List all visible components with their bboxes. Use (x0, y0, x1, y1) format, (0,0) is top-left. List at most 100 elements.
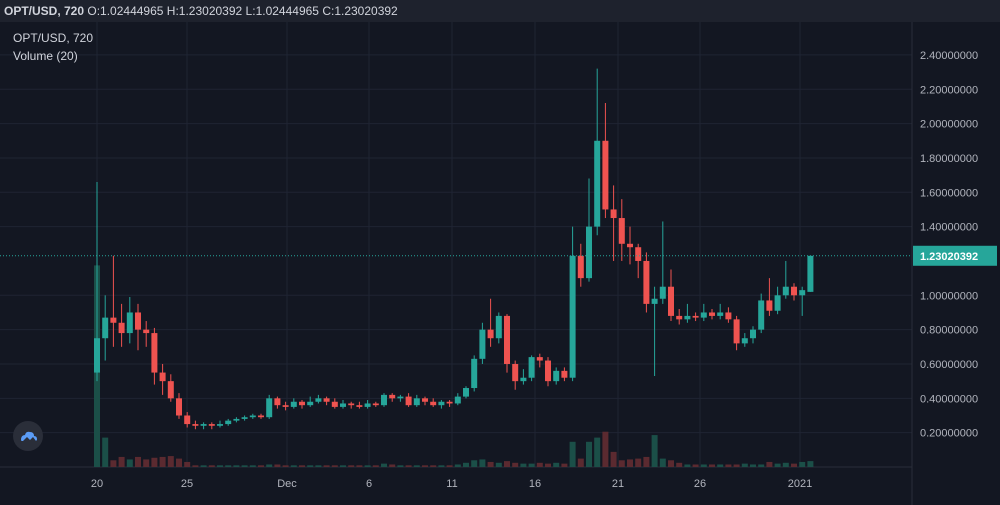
volume-bar (618, 460, 625, 467)
open-label: O: (87, 4, 101, 18)
candle-body (495, 315, 502, 339)
low-label: L: (245, 4, 256, 18)
candle-body (266, 398, 273, 418)
volume-bar (110, 460, 117, 467)
x-tick-label: 11 (446, 478, 457, 490)
volume-bar (438, 465, 445, 467)
y-tick-label: 0.60000000 (920, 359, 978, 371)
volume-bar (315, 465, 322, 467)
candle-body (282, 405, 289, 407)
candle-body (430, 401, 437, 406)
y-tick-label: 1.60000000 (920, 187, 978, 199)
candle-body (217, 424, 223, 426)
volume-bar (512, 462, 519, 467)
candle-body (405, 396, 412, 406)
volume-bar (176, 458, 182, 467)
x-tick-label: Dec (277, 478, 297, 490)
volume-bar (331, 465, 338, 467)
y-tick-label: 2.00000000 (920, 119, 978, 131)
low-value: 1.02444965 (255, 4, 319, 18)
candle-body (307, 401, 314, 406)
volume-bar (725, 464, 732, 467)
volume-bar (586, 441, 592, 467)
volume-bar (692, 464, 699, 467)
volume-bar (249, 465, 256, 467)
volume-bar (733, 464, 740, 467)
volume-bar (356, 465, 363, 467)
volume-bar (274, 464, 281, 467)
volume-bar (151, 457, 158, 467)
candle-body (151, 333, 158, 373)
candle-body (454, 396, 461, 404)
y-tick-label: 0.80000000 (920, 325, 978, 337)
volume-bar (299, 465, 305, 467)
x-tick-label: 25 (181, 478, 193, 490)
candle-body (446, 401, 453, 404)
candle-body (463, 388, 469, 397)
volume-bar (208, 465, 215, 467)
y-tick-label: 1.40000000 (920, 222, 978, 234)
volume-bar (561, 463, 568, 467)
volume-bar (282, 465, 289, 467)
volume-bar (290, 465, 297, 467)
candle-body (159, 372, 166, 382)
candle-body (422, 398, 428, 402)
x-tick-label: 26 (694, 478, 706, 490)
candle-body (700, 312, 707, 318)
volume-bar (668, 460, 674, 467)
candle-body (635, 247, 642, 261)
candle-body (750, 329, 756, 339)
volume-bar (635, 458, 642, 467)
x-tick-label: 16 (529, 478, 541, 490)
candle-body (208, 424, 215, 426)
candle-body (438, 401, 445, 406)
volume-bar (807, 461, 814, 467)
cloud-logo-icon[interactable] (13, 421, 43, 451)
volume-bar (372, 465, 379, 467)
candle-body (553, 370, 560, 382)
volume-bar (307, 465, 314, 467)
candle-body (487, 329, 494, 339)
volume-bar (364, 465, 371, 467)
candle-body (258, 415, 264, 418)
y-tick-label: 1.80000000 (920, 153, 978, 165)
volume-bar (520, 463, 527, 467)
last-price-label: 1.23020392 (920, 251, 978, 263)
volume-bar (774, 463, 781, 467)
volume-bar (627, 459, 633, 467)
volume-bar (143, 459, 150, 467)
volume-bar (192, 465, 199, 467)
volume-bar (159, 456, 166, 467)
x-tick-label: 6 (366, 478, 372, 490)
volume-bar (553, 462, 560, 467)
volume-bar (266, 464, 273, 467)
volume-bar (569, 441, 576, 467)
x-tick-label: 20 (91, 478, 103, 490)
volume-bar (651, 435, 658, 467)
candle-body (692, 315, 699, 318)
volume-bar (167, 456, 174, 467)
high-value: 1.23020392 (178, 4, 243, 18)
volume-bar (602, 431, 609, 467)
candle-body (627, 243, 633, 248)
candle-body (758, 300, 765, 330)
volume-bar (348, 465, 355, 467)
volume-bar (528, 463, 535, 467)
volume-bar (217, 465, 223, 467)
last-price-tag (913, 245, 997, 266)
ohlc-header: OPT/USD, 720 O:1.02444965 H:1.23020392 L… (0, 0, 1000, 22)
volume-bar (258, 465, 264, 467)
candle-body (668, 286, 674, 316)
volume-bar (782, 462, 789, 467)
candle-body (290, 401, 297, 407)
volume-bar (397, 465, 404, 467)
candle-body (249, 415, 256, 418)
candle-body (323, 398, 330, 402)
candle-body (569, 255, 576, 378)
volume-bar (241, 465, 248, 467)
volume-bar (684, 464, 691, 467)
candle-body (118, 322, 125, 334)
candle-body (528, 357, 535, 378)
